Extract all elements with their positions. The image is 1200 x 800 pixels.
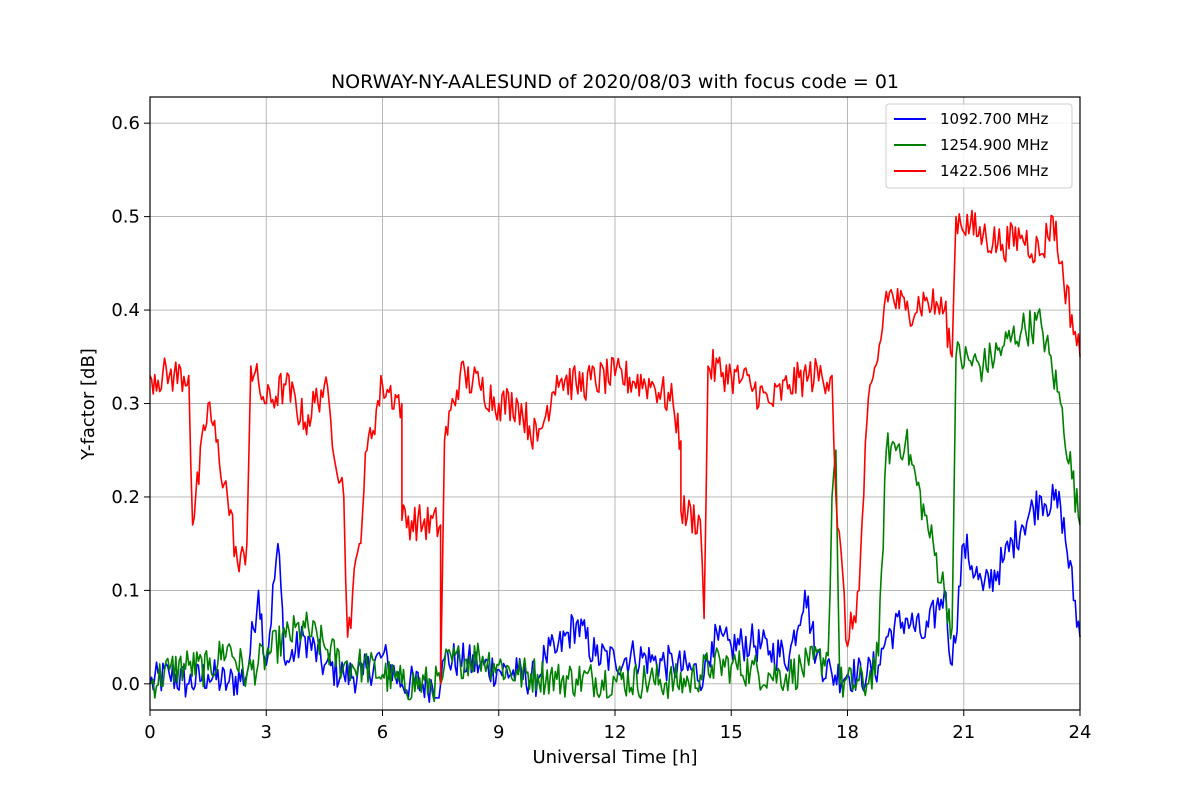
x-tick-label: 24 bbox=[1069, 722, 1092, 743]
y-tick-label: 0.1 bbox=[111, 580, 140, 601]
y-tick-label: 0.4 bbox=[111, 300, 140, 321]
legend-label: 1092.700 MHz bbox=[940, 110, 1049, 128]
x-tick-label: 6 bbox=[377, 722, 388, 743]
x-tick-label: 12 bbox=[604, 722, 627, 743]
y-tick-label: 0.3 bbox=[111, 394, 140, 415]
x-tick-label: 15 bbox=[720, 722, 743, 743]
series-line-1 bbox=[149, 483, 1081, 703]
series-line-3 bbox=[149, 209, 1081, 685]
legend-label: 1254.900 MHz bbox=[940, 136, 1049, 154]
x-tick-label: 9 bbox=[493, 722, 504, 743]
ticks: 0 3 6 9 12 15 18 21 24 0.0 0.1 0.2 0.3 0.4 0.5 0.6 bbox=[111, 113, 1091, 743]
x-axis-title: Universal Time [h] bbox=[532, 747, 697, 768]
legend: 1092.700 MHz 1254.900 MHz 1422.506 MHz bbox=[885, 103, 1073, 189]
legend-box bbox=[885, 103, 1073, 189]
series-group bbox=[149, 209, 1081, 703]
chart-title: NORWAY-NY-AALESUND of 2020/08/03 with fo… bbox=[331, 71, 899, 93]
legend-label: 1422.506 MHz bbox=[940, 162, 1049, 180]
y-axis-title: Y-factor [dB] bbox=[78, 348, 99, 461]
x-tick-label: 3 bbox=[261, 722, 272, 743]
series-line-2 bbox=[149, 308, 1081, 703]
x-tick-label: 21 bbox=[952, 722, 975, 743]
y-tick-label: 0.0 bbox=[111, 674, 140, 695]
x-tick-label: 0 bbox=[144, 722, 155, 743]
x-tick-label: 18 bbox=[836, 722, 859, 743]
y-tick-label: 0.6 bbox=[111, 113, 140, 134]
y-tick-label: 0.5 bbox=[111, 207, 140, 228]
y-tick-label: 0.2 bbox=[111, 487, 140, 508]
